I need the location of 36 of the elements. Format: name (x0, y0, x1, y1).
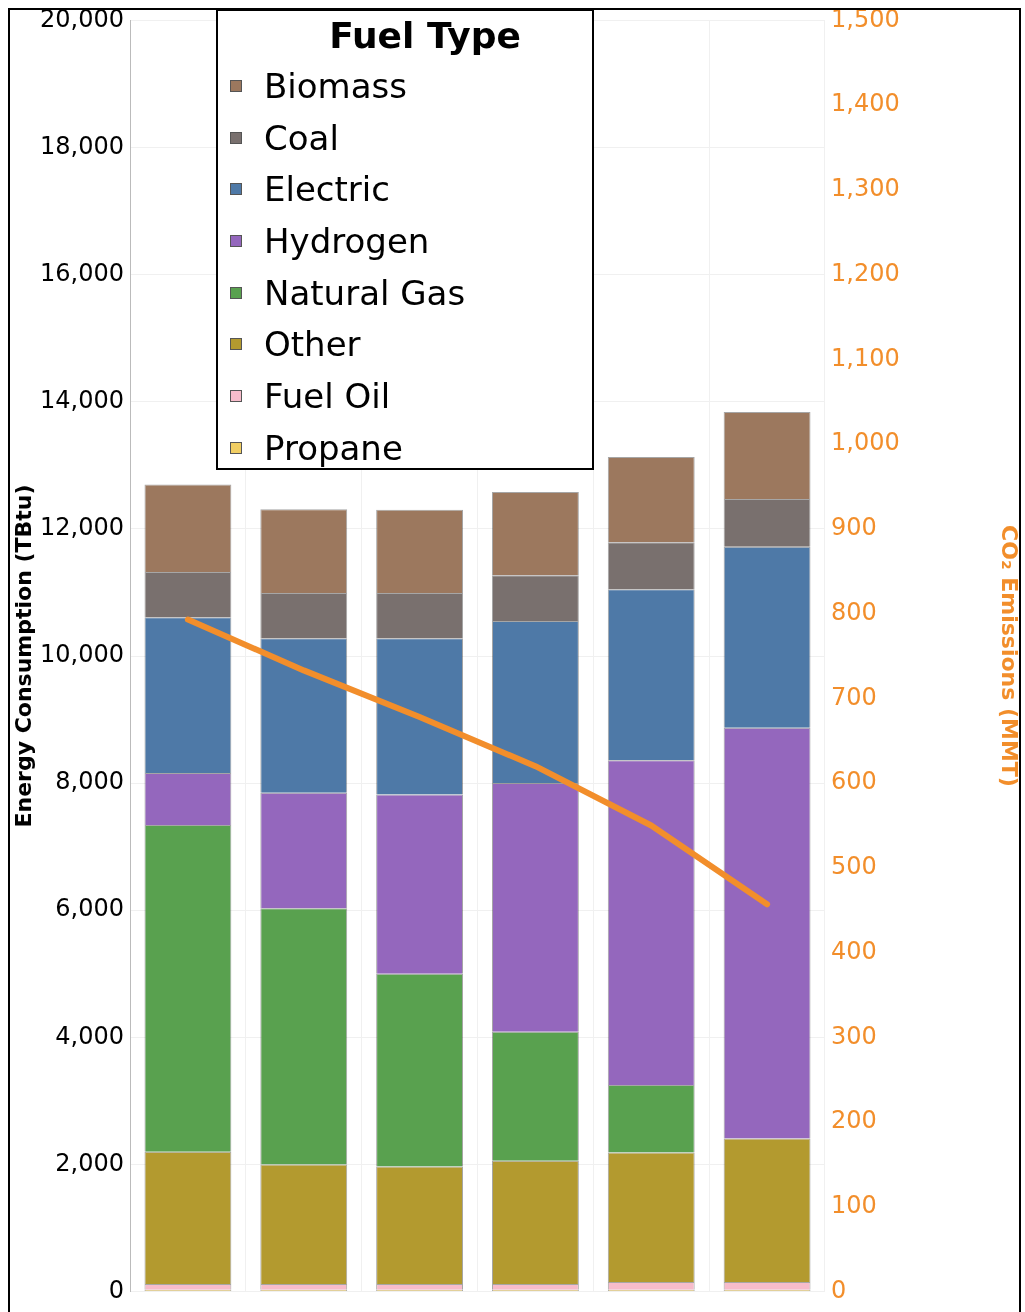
y-tick-label: 10,000 (40, 640, 124, 669)
legend-title: Fuel Type (328, 15, 522, 56)
legend-label: Natural Gas (264, 272, 466, 313)
y-tick-label: 12,000 (40, 513, 124, 542)
y2-tick-label: 1,300 (831, 174, 900, 203)
legend-label: Electric (264, 169, 390, 210)
y-tick-label: 4,000 (55, 1021, 124, 1050)
y2-tick-label: 1,100 (831, 343, 900, 372)
y-axis-title: Energy Consumption (TBtu) (10, 484, 36, 828)
y-tick-label: 8,000 (55, 767, 124, 796)
y-tick-label: 0 (108, 1275, 124, 1304)
y2-tick-label: 200 (831, 1106, 877, 1135)
legend-label: Fuel Oil (264, 375, 391, 416)
legend-label: Hydrogen (264, 220, 430, 261)
y-tick-label: 6,000 (55, 894, 124, 923)
y2-tick-label: 400 (831, 936, 877, 965)
legend-label: Other (264, 324, 361, 365)
y2-tick-label: 700 (831, 682, 877, 711)
y2-tick-label: 600 (831, 767, 877, 796)
y2-tick-label: 1,000 (831, 428, 900, 457)
y2-tick-label: 1,200 (831, 258, 900, 287)
y-tick-label: 14,000 (40, 385, 124, 414)
y2-axis-title: CO₂ Emissions (MMT) (997, 525, 1023, 787)
y2-tick-label: 100 (831, 1191, 877, 1220)
y2-tick-label: 1,400 (831, 89, 900, 118)
y2-tick-label: 500 (831, 852, 877, 881)
y2-tick-label: 800 (831, 597, 877, 626)
legend-label: Biomass (264, 65, 407, 106)
y-tick-label: 2,000 (55, 1148, 124, 1177)
y2-tick-label: 900 (831, 513, 877, 542)
y2-tick-label: 0 (831, 1275, 847, 1304)
y-tick-label: 16,000 (40, 258, 124, 287)
legend-label: Coal (264, 117, 339, 158)
y-tick-label: 18,000 (40, 131, 124, 160)
y2-tick-label: 300 (831, 1021, 877, 1050)
legend-label: Propane (264, 427, 403, 468)
